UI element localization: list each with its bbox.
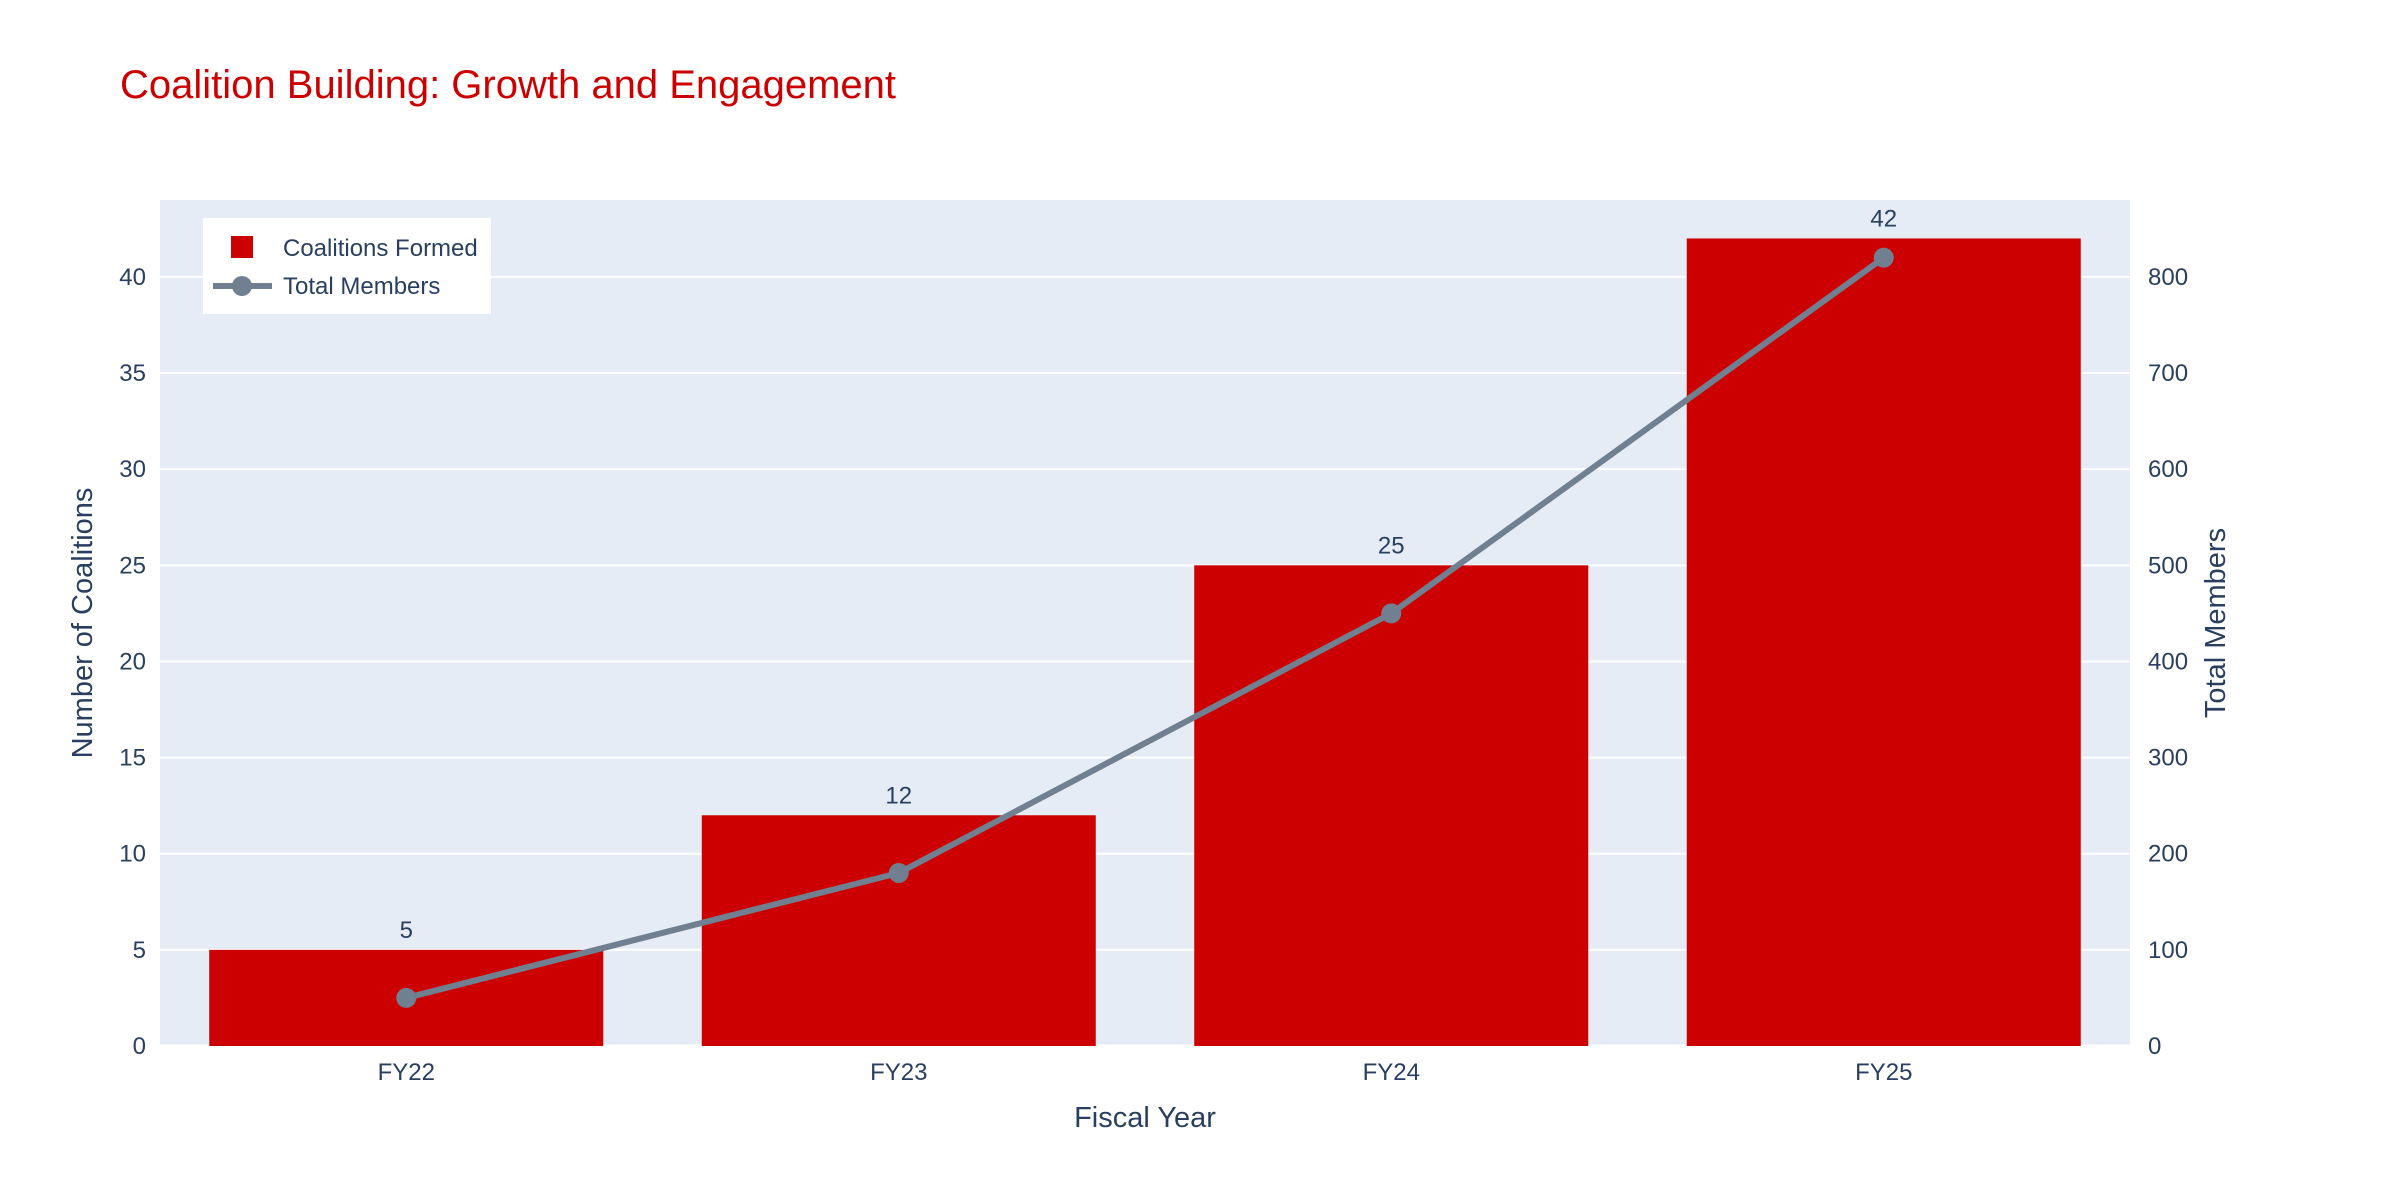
y-tick-label-35: 35 bbox=[119, 360, 146, 387]
chart-title: Coalition Building: Growth and Engagemen… bbox=[120, 63, 896, 107]
y2-tick-label-0: 0 bbox=[2148, 1033, 2161, 1060]
y-tick-label-0: 0 bbox=[133, 1033, 146, 1060]
y2-tick-label-500: 500 bbox=[2148, 552, 2188, 579]
line-series bbox=[396, 247, 1894, 1008]
bar-label-fy23: 12 bbox=[885, 782, 912, 809]
x-tick-label-fy25: FY25 bbox=[1855, 1059, 1912, 1086]
legend: Coalitions Formed Total Members bbox=[203, 218, 491, 314]
y2-tick-label-100: 100 bbox=[2148, 937, 2188, 964]
legend-bar-swatch bbox=[231, 236, 253, 258]
y-axis-title: Number of Coalitions bbox=[67, 488, 99, 759]
x-axis-ticks: FY22 FY23 FY24 FY25 bbox=[378, 1059, 1913, 1086]
point-total-members-fy24 bbox=[1381, 603, 1402, 624]
bar-label-fy25: 42 bbox=[1870, 205, 1897, 232]
line-total-members bbox=[405, 255, 1886, 1001]
bar-data-labels: 5 12 25 42 bbox=[400, 205, 1898, 943]
bar-series bbox=[209, 238, 2081, 1047]
y-axis-ticks: 0 5 10 15 20 25 30 35 40 bbox=[119, 264, 146, 1060]
y2-tick-label-800: 800 bbox=[2148, 264, 2188, 291]
y-tick-label-25: 25 bbox=[119, 552, 146, 579]
y-tick-label-40: 40 bbox=[119, 264, 146, 291]
x-axis-title: Fiscal Year bbox=[1074, 1102, 1216, 1134]
y-tick-label-20: 20 bbox=[119, 648, 146, 675]
y2-axis-title: Total Members bbox=[2200, 528, 2232, 718]
bar-fy24 bbox=[1194, 565, 1589, 1046]
y-tick-label-30: 30 bbox=[119, 456, 146, 483]
bar-fy25 bbox=[1686, 238, 2081, 1047]
point-total-members-fy23 bbox=[888, 862, 909, 883]
x-tick-label-fy23: FY23 bbox=[870, 1059, 927, 1086]
y2-tick-label-700: 700 bbox=[2148, 360, 2188, 387]
y-tick-label-10: 10 bbox=[119, 841, 146, 868]
legend-line-marker bbox=[232, 276, 252, 296]
y2-tick-label-300: 300 bbox=[2148, 745, 2188, 772]
x-tick-label-fy24: FY24 bbox=[1363, 1059, 1420, 1086]
legend-entry-total-members: Total Members bbox=[283, 273, 440, 300]
bar-fy23 bbox=[701, 815, 1096, 1046]
legend-box bbox=[203, 218, 491, 314]
y2-tick-label-400: 400 bbox=[2148, 648, 2188, 675]
legend-entry-coalitions-formed: Coalitions Formed bbox=[283, 235, 478, 262]
bar-label-fy24: 25 bbox=[1378, 532, 1405, 559]
y2-axis-ticks: 0 100 200 300 400 500 600 700 800 bbox=[2148, 264, 2188, 1060]
point-total-members-fy25 bbox=[1873, 247, 1894, 268]
point-total-members-fy22 bbox=[396, 987, 417, 1008]
y-tick-label-5: 5 bbox=[133, 937, 146, 964]
bar-label-fy22: 5 bbox=[400, 917, 413, 944]
y2-tick-label-600: 600 bbox=[2148, 456, 2188, 483]
y-tick-label-15: 15 bbox=[119, 745, 146, 772]
x-tick-label-fy22: FY22 bbox=[378, 1059, 435, 1086]
y2-tick-label-200: 200 bbox=[2148, 841, 2188, 868]
